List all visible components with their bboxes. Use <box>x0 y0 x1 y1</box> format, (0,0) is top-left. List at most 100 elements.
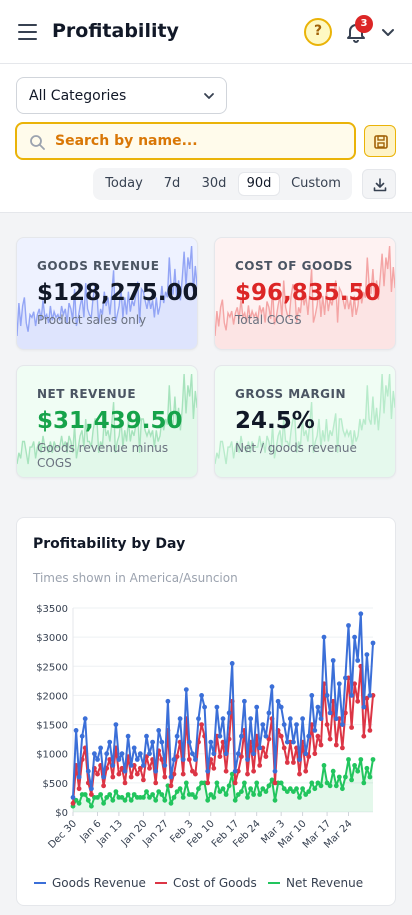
data-point[interactable] <box>260 786 266 792</box>
data-point[interactable] <box>147 751 152 757</box>
data-point[interactable] <box>330 658 336 663</box>
data-point[interactable] <box>340 786 345 792</box>
data-point[interactable] <box>205 768 211 774</box>
data-point[interactable] <box>116 771 122 777</box>
data-point[interactable] <box>89 792 94 797</box>
data-point[interactable] <box>300 786 305 792</box>
data-point[interactable] <box>156 728 162 733</box>
data-point[interactable] <box>306 789 312 794</box>
data-point[interactable] <box>171 771 177 777</box>
data-point[interactable] <box>306 754 312 759</box>
data-point[interactable] <box>269 777 275 783</box>
data-point[interactable] <box>257 792 263 797</box>
data-point[interactable] <box>208 739 214 745</box>
data-point[interactable] <box>199 693 205 698</box>
data-point[interactable] <box>159 739 165 745</box>
data-point[interactable] <box>364 695 370 701</box>
data-point[interactable] <box>327 736 333 742</box>
data-point[interactable] <box>141 795 146 800</box>
data-point[interactable] <box>214 780 220 786</box>
data-point[interactable] <box>190 768 195 774</box>
data-point[interactable] <box>254 704 260 710</box>
data-point[interactable] <box>150 739 156 745</box>
data-point[interactable] <box>101 783 106 789</box>
data-point[interactable] <box>144 733 149 739</box>
data-point[interactable] <box>174 789 180 794</box>
data-point[interactable] <box>364 652 370 657</box>
data-point[interactable] <box>125 733 131 739</box>
data-point[interactable] <box>190 792 195 797</box>
data-point[interactable] <box>330 768 336 774</box>
data-point[interactable] <box>162 774 168 780</box>
data-point[interactable] <box>232 780 238 786</box>
data-point[interactable] <box>177 716 183 722</box>
data-point[interactable] <box>73 797 79 803</box>
data-point[interactable] <box>137 751 143 757</box>
data-point[interactable] <box>180 757 186 762</box>
data-point[interactable] <box>134 771 140 777</box>
data-point[interactable] <box>211 765 217 771</box>
data-point[interactable] <box>134 757 140 762</box>
data-point[interactable] <box>349 777 354 783</box>
chevron-down-icon[interactable] <box>380 25 396 41</box>
data-point[interactable] <box>217 789 223 794</box>
data-point[interactable] <box>95 771 100 777</box>
data-point[interactable] <box>254 780 260 786</box>
data-point[interactable] <box>186 757 192 762</box>
data-point[interactable] <box>242 780 247 786</box>
data-point[interactable] <box>174 733 180 739</box>
data-point[interactable] <box>312 786 318 792</box>
data-point[interactable] <box>346 757 351 762</box>
download-button[interactable] <box>362 169 396 199</box>
data-point[interactable] <box>171 757 177 762</box>
data-point[interactable] <box>327 783 333 789</box>
data-point[interactable] <box>340 722 345 727</box>
data-point[interactable] <box>294 722 299 727</box>
data-point[interactable] <box>223 768 229 774</box>
data-point[interactable] <box>85 768 91 774</box>
data-point[interactable] <box>367 728 373 733</box>
data-point[interactable] <box>153 780 159 786</box>
data-point[interactable] <box>312 728 318 733</box>
data-point[interactable] <box>312 751 318 757</box>
data-point[interactable] <box>367 774 373 780</box>
data-point[interactable] <box>101 800 106 806</box>
data-point[interactable] <box>220 786 226 792</box>
data-point[interactable] <box>278 704 284 710</box>
data-point[interactable] <box>281 745 287 751</box>
data-point[interactable] <box>168 783 174 789</box>
data-point[interactable] <box>119 765 125 771</box>
data-point[interactable] <box>89 803 94 809</box>
data-point[interactable] <box>266 736 272 742</box>
data-point[interactable] <box>199 722 205 727</box>
data-point[interactable] <box>355 768 361 774</box>
data-point[interactable] <box>128 797 134 803</box>
data-point[interactable] <box>303 792 309 797</box>
data-point[interactable] <box>370 640 376 646</box>
data-point[interactable] <box>291 739 296 745</box>
data-point[interactable] <box>287 716 293 722</box>
data-point[interactable] <box>291 789 296 794</box>
data-point[interactable] <box>361 733 367 739</box>
data-point[interactable] <box>239 733 244 739</box>
data-point[interactable] <box>297 795 302 800</box>
data-point[interactable] <box>217 754 223 759</box>
data-point[interactable] <box>92 751 97 757</box>
data-point[interactable] <box>300 716 305 722</box>
data-point[interactable] <box>291 760 296 765</box>
data-point[interactable] <box>284 739 290 745</box>
data-point[interactable] <box>318 783 324 789</box>
save-button[interactable] <box>364 125 396 157</box>
data-point[interactable] <box>260 722 266 727</box>
data-point[interactable] <box>144 789 149 794</box>
data-point[interactable] <box>321 763 327 768</box>
menu-icon[interactable] <box>18 24 37 40</box>
data-point[interactable] <box>232 797 238 803</box>
data-point[interactable] <box>217 733 223 739</box>
data-point[interactable] <box>85 797 91 803</box>
data-point[interactable] <box>315 733 321 739</box>
data-point[interactable] <box>358 757 364 762</box>
data-point[interactable] <box>370 757 376 762</box>
data-point[interactable] <box>122 768 128 774</box>
data-point[interactable] <box>165 698 171 704</box>
